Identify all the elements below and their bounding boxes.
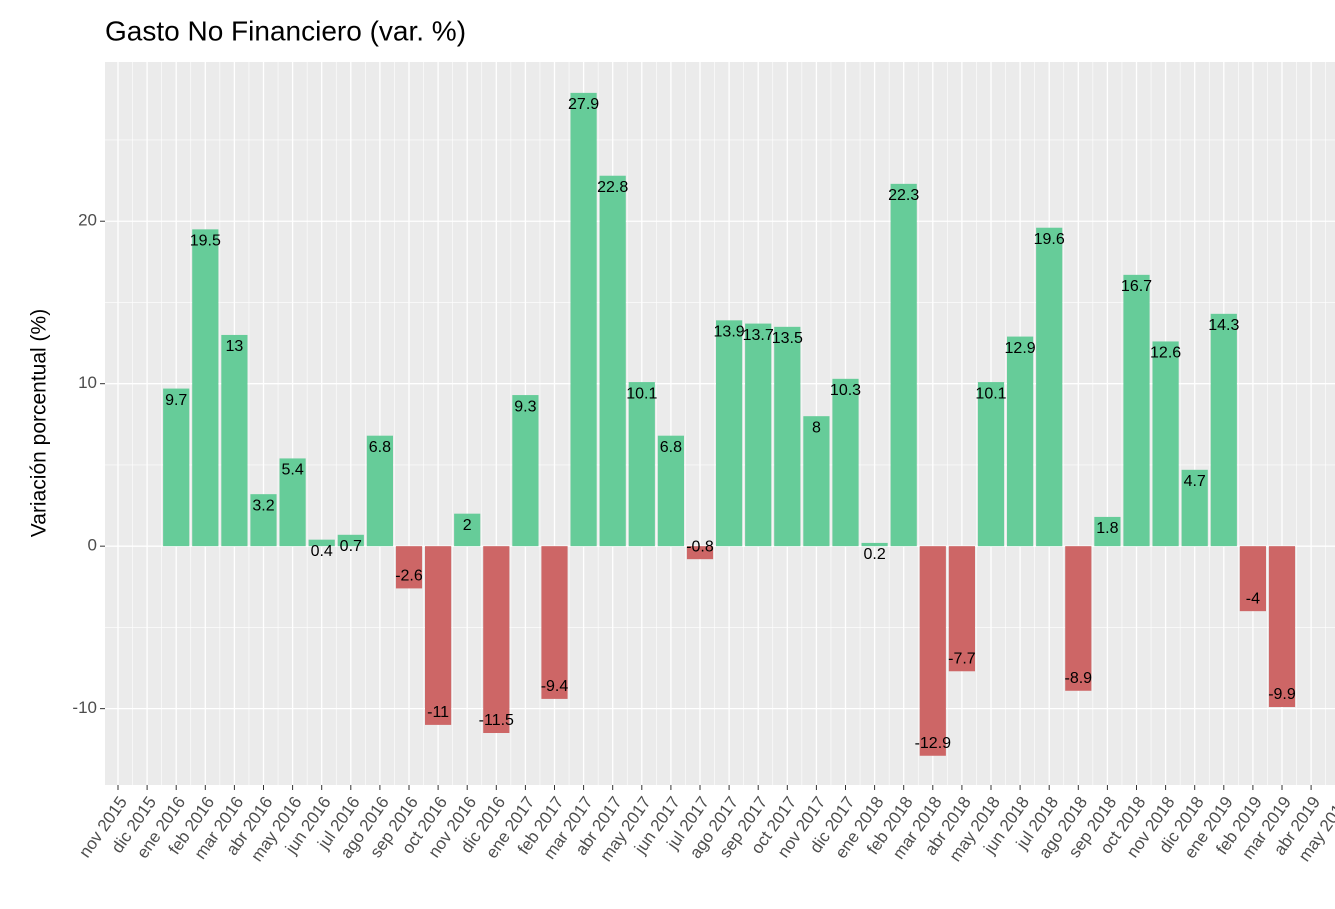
data-label: 13.7 [743, 327, 774, 344]
data-label: 8 [812, 419, 821, 436]
bar [454, 513, 481, 547]
bar [890, 183, 917, 547]
data-label: 13.9 [714, 324, 745, 341]
data-label: -12.9 [915, 735, 952, 752]
bar [686, 546, 714, 560]
bar [599, 175, 626, 547]
data-label: 22.3 [888, 187, 919, 204]
data-label: 14.3 [1208, 317, 1239, 334]
data-label: 10.1 [626, 385, 657, 402]
data-label: 12.6 [1150, 345, 1181, 362]
data-label: 9.7 [165, 392, 187, 409]
data-label: 13 [226, 338, 244, 355]
data-label: 6.8 [369, 439, 391, 456]
data-label: 19.5 [190, 233, 221, 250]
bar [221, 334, 248, 547]
bar [163, 388, 190, 547]
data-label: 0.4 [311, 543, 333, 560]
bar [1065, 546, 1092, 691]
data-label: -11.5 [479, 712, 514, 729]
y-axis-label: Variación porcentual (%) [28, 309, 51, 537]
bar [1181, 469, 1208, 547]
bar [250, 494, 277, 547]
data-label: 19.6 [1034, 231, 1065, 248]
data-label: 22.8 [597, 179, 628, 196]
data-label: 10.3 [830, 382, 861, 399]
bar [716, 320, 743, 547]
bar [1239, 546, 1266, 612]
bar [657, 435, 684, 547]
bar [308, 539, 335, 547]
bar [1094, 516, 1121, 547]
bar [919, 546, 946, 756]
bar [1007, 336, 1034, 547]
bar [395, 546, 423, 589]
data-label: 12.9 [1005, 340, 1036, 357]
y-tick-label: 20 [78, 211, 97, 230]
bar [192, 229, 219, 547]
data-label: 6.8 [660, 439, 682, 456]
data-label: 5.4 [281, 462, 303, 479]
bar [948, 546, 975, 672]
data-label: -7.7 [948, 650, 976, 667]
data-label: 3.2 [252, 497, 274, 514]
data-label: 4.7 [1184, 473, 1206, 490]
chart-title: Gasto No Financiero (var. %) [105, 15, 466, 46]
data-label: 9.3 [514, 398, 536, 415]
bar [745, 323, 772, 547]
bar [1210, 313, 1237, 547]
bar [279, 458, 306, 547]
y-tick-label: -10 [72, 698, 97, 717]
data-label: 10.1 [975, 385, 1006, 402]
data-label: 0.2 [863, 546, 885, 563]
data-label: 0.7 [340, 538, 362, 555]
data-label: -11 [427, 704, 449, 721]
bar [425, 546, 452, 725]
bar [366, 435, 393, 547]
bar [1268, 546, 1296, 708]
data-label: -8.9 [1065, 670, 1093, 687]
bar [774, 326, 801, 547]
bar [1036, 227, 1063, 547]
bar [977, 382, 1005, 547]
bar [570, 92, 597, 547]
bar [1152, 341, 1179, 547]
data-label: -4 [1246, 590, 1260, 607]
data-label: -9.4 [541, 678, 569, 695]
data-label: 1.8 [1096, 520, 1118, 537]
bar [832, 378, 859, 547]
data-label: 27.9 [568, 96, 599, 113]
bar [337, 534, 364, 547]
y-tick-label: 0 [88, 536, 97, 555]
data-label: -0.8 [686, 538, 714, 555]
bar [628, 382, 655, 547]
data-label: -9.9 [1268, 686, 1296, 703]
data-label: 13.5 [772, 330, 803, 347]
data-label: -2.6 [395, 568, 423, 585]
bar [1123, 274, 1150, 547]
y-tick-label: 10 [78, 373, 97, 392]
data-label: 16.7 [1121, 278, 1152, 295]
bar [803, 416, 830, 547]
bar [541, 546, 568, 699]
data-label: 2 [463, 517, 472, 534]
bar [483, 546, 510, 734]
bar [861, 542, 888, 547]
bar [512, 395, 539, 547]
